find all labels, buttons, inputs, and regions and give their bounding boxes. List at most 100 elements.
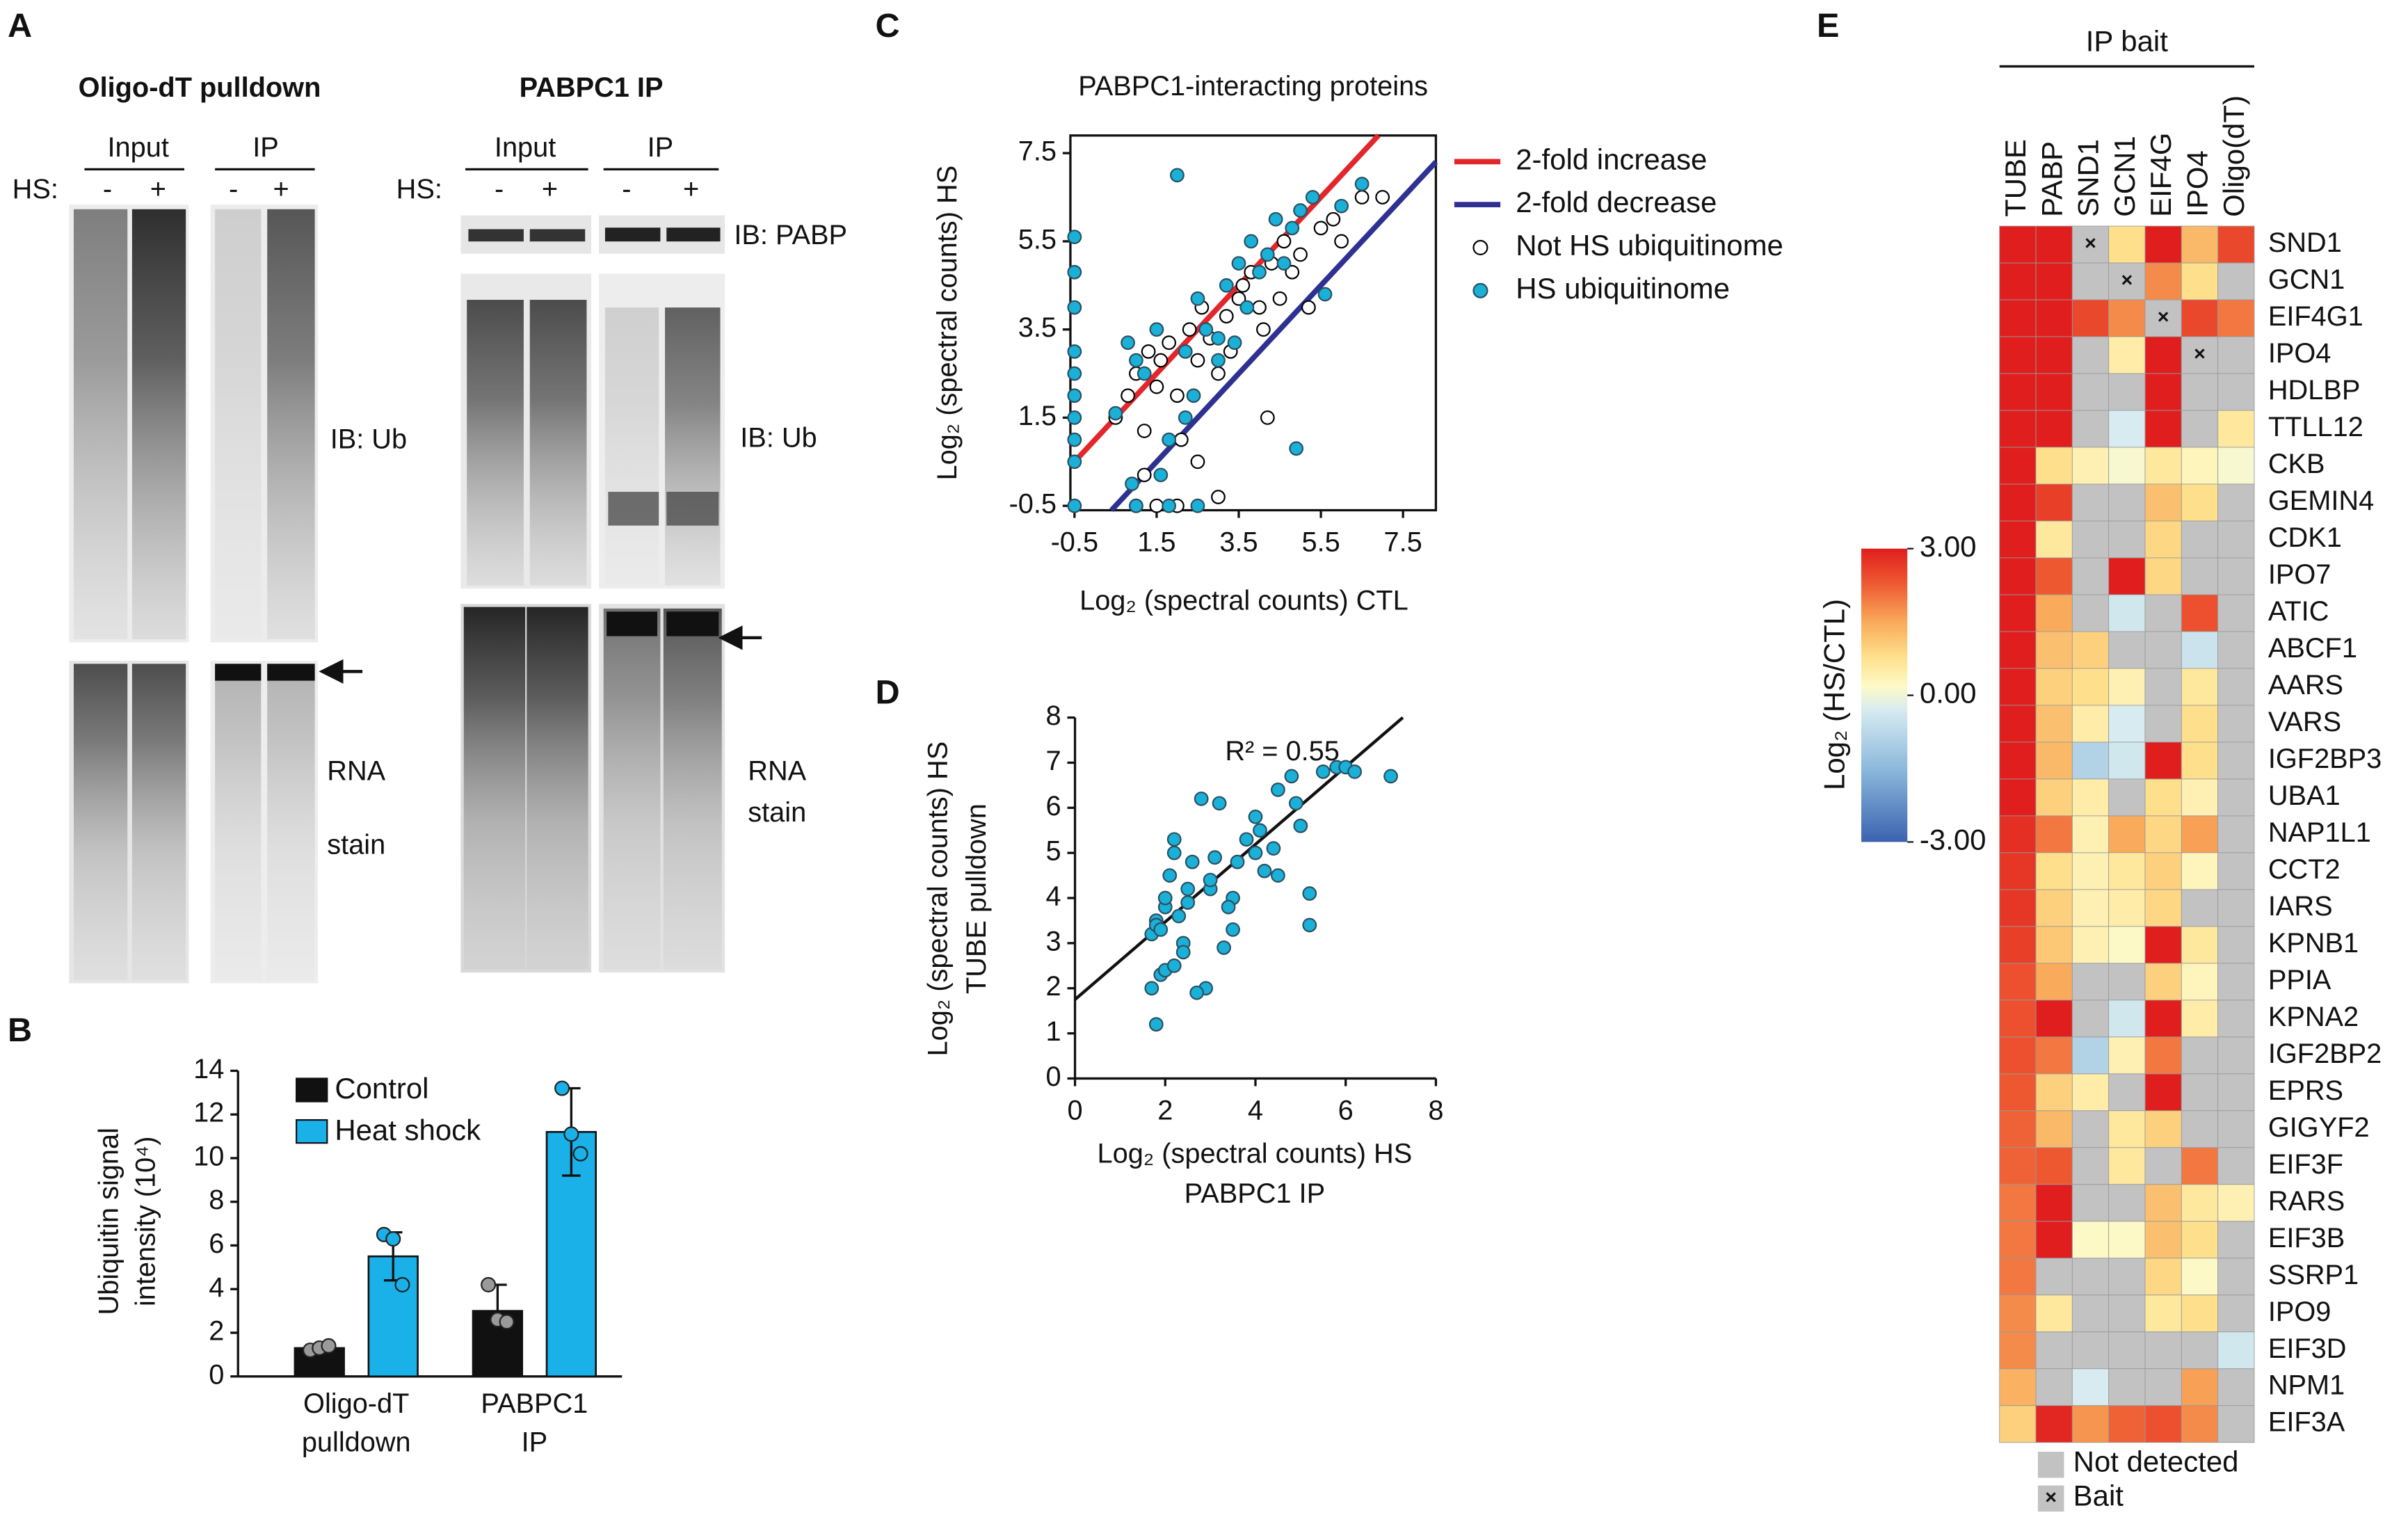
heat-cell-empty <box>2144 1331 2182 1370</box>
heat-cell <box>2071 668 2110 706</box>
data-point <box>1256 322 1271 337</box>
y-tick-label: 6 <box>209 1228 224 1259</box>
heat-cell-empty <box>2217 1258 2255 1296</box>
lane-label: + <box>683 174 699 205</box>
data-point <box>1067 432 1082 447</box>
data-point <box>1153 467 1169 483</box>
data-point <box>1347 764 1363 779</box>
data-point <box>1383 769 1398 784</box>
row-label: KPNB1 <box>2268 928 2359 959</box>
heat-cell-empty <box>2217 1036 2255 1075</box>
heat-cell-empty <box>2071 410 2110 448</box>
column-label: IPO4 <box>2181 150 2214 217</box>
data-point <box>1108 406 1123 421</box>
data-point <box>1227 335 1242 351</box>
heat-cell-empty <box>2144 1147 2182 1185</box>
row-label: KPNA2 <box>2268 1002 2359 1032</box>
heat-cell <box>2035 889 2073 927</box>
heat-cell-empty <box>2217 262 2255 300</box>
heat-cell <box>2071 705 2110 743</box>
reference-line <box>1109 160 1438 513</box>
heat-cell <box>2035 1110 2073 1148</box>
row-label: CDK1 <box>2268 522 2342 553</box>
blot-band <box>666 611 719 636</box>
data-point <box>394 1276 410 1293</box>
blot-band <box>215 664 262 681</box>
heat-cell-empty <box>2144 1368 2182 1406</box>
heat-cell <box>2035 1184 2073 1222</box>
heat-cell <box>2181 299 2219 337</box>
heat-cell <box>2108 410 2146 448</box>
heat-cell <box>2181 852 2219 890</box>
lane-group: Input <box>108 132 169 163</box>
row-label: ABCF1 <box>2268 633 2357 664</box>
heat-cell <box>1999 299 2037 337</box>
plot-frame <box>1069 134 1438 512</box>
data-point <box>1293 247 1308 262</box>
colorbar <box>1861 548 1908 842</box>
y-tick-label: 3 <box>1046 926 1061 956</box>
data-point <box>385 1231 401 1247</box>
annotation: R² = 0.55 <box>1225 736 1340 767</box>
heat-cell <box>2144 778 2182 817</box>
lane-label: - <box>103 174 112 205</box>
data-point <box>1244 234 1259 249</box>
heat-cell <box>2108 336 2146 374</box>
heat-cell-empty <box>2071 594 2110 632</box>
heat-cell-empty <box>2217 1110 2255 1148</box>
x-tick-label: 8 <box>1428 1096 1443 1126</box>
y-tick-label: 7.5 <box>1018 136 1057 167</box>
data-point <box>1162 432 1176 447</box>
data-point <box>1149 498 1164 513</box>
heat-cell <box>2108 447 2146 485</box>
y-tick-label: 2 <box>1046 971 1061 1002</box>
heat-cell-empty <box>2181 410 2219 448</box>
heat-cell <box>2035 594 2073 632</box>
data-point <box>1137 467 1152 483</box>
heat-cell <box>2071 1405 2110 1443</box>
y-label: Log₂ (spectral counts) HS <box>932 166 963 481</box>
data-point <box>1149 379 1164 394</box>
heat-cell <box>2144 373 2182 411</box>
data-point <box>1067 264 1082 280</box>
blot-lane <box>665 307 721 586</box>
data-point <box>1121 388 1135 403</box>
lane-label: + <box>150 174 166 205</box>
heat-cell <box>2035 1221 2073 1259</box>
heat-cell <box>2181 483 2219 522</box>
blot-lane <box>215 664 262 981</box>
data-point <box>1190 291 1205 306</box>
data-point <box>1067 388 1082 403</box>
heat-cell-empty <box>2217 557 2255 595</box>
data-point <box>1211 353 1226 368</box>
heat-cell <box>2035 299 2073 337</box>
probe-label: IB: Ub <box>330 424 407 455</box>
heat-cell-empty <box>2071 1110 2110 1148</box>
heat-cell-empty <box>2181 1110 2219 1148</box>
heat-cell <box>2181 926 2219 964</box>
panel-label: B <box>8 1011 32 1049</box>
y-tick-label: 5 <box>1046 836 1061 867</box>
heat-cell-empty <box>2071 336 2110 374</box>
legend-swatch <box>296 1077 328 1103</box>
bait-mark: × <box>2045 1486 2057 1509</box>
heat-cell <box>1999 852 2037 890</box>
data-point <box>1170 388 1185 403</box>
blot-images <box>69 205 762 984</box>
heat-cell <box>2181 1000 2219 1038</box>
lane-label: + <box>542 174 558 205</box>
y-label: TUBE pulldown <box>961 803 992 994</box>
data-point <box>1271 868 1285 883</box>
row-label: EIF3B <box>2268 1223 2345 1253</box>
data-point <box>1166 832 1182 847</box>
heat-cell <box>2035 963 2073 1001</box>
data-point <box>1137 424 1152 438</box>
heat-cell <box>1999 1368 2037 1406</box>
heat-cell <box>1999 336 2037 374</box>
row-label: TTLL12 <box>2268 412 2363 442</box>
row-label: AARS <box>2268 670 2343 700</box>
heat-cell <box>2217 299 2255 337</box>
x-tick-label: 0 <box>1067 1096 1082 1126</box>
heat-cell <box>2144 742 2182 780</box>
x-tick-label: 6 <box>1338 1096 1354 1126</box>
